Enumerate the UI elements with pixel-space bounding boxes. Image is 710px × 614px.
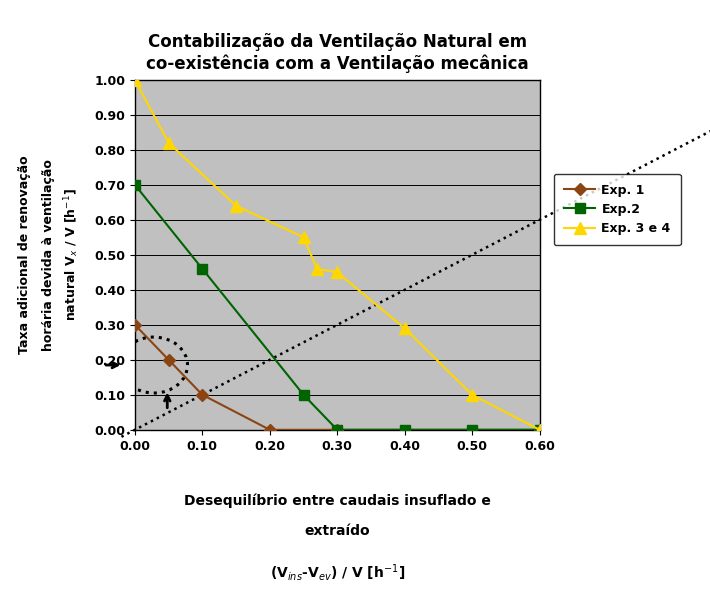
Line: Exp. 3 e 4: Exp. 3 e 4 — [129, 74, 545, 435]
Line: Exp.2: Exp.2 — [130, 180, 545, 435]
Exp. 3 e 4 — [231, 202, 240, 209]
Text: horária devida à ventilação: horária devida à ventilação — [42, 159, 55, 351]
Exp. 1 — [333, 426, 342, 433]
Exp. 3 e 4 — [300, 234, 308, 241]
Exp.2 — [400, 426, 409, 433]
Exp. 3 e 4 — [468, 391, 476, 398]
Text: natural V$_x$ / V [h$^{-1}$]: natural V$_x$ / V [h$^{-1}$] — [62, 188, 81, 321]
Line: Exp. 1: Exp. 1 — [131, 321, 544, 434]
Legend: Exp. 1, Exp.2, Exp. 3 e 4: Exp. 1, Exp.2, Exp. 3 e 4 — [554, 174, 681, 245]
Exp. 1 — [198, 391, 207, 398]
Exp. 1 — [131, 321, 139, 328]
Exp.2 — [300, 391, 308, 398]
Exp. 1 — [266, 426, 274, 433]
Exp.2 — [333, 426, 342, 433]
Text: Taxa adicional de renovação: Taxa adicional de renovação — [18, 155, 31, 354]
Exp. 1 — [165, 356, 173, 363]
Exp.2 — [131, 181, 139, 188]
Text: Desequilíbrio entre caudais insuflado e: Desequilíbrio entre caudais insuflado e — [184, 493, 491, 508]
Exp.2 — [535, 426, 544, 433]
Exp. 3 e 4 — [131, 76, 139, 84]
Title: Contabilização da Ventilação Natural em
co-existência com a Ventilação mecânica: Contabilização da Ventilação Natural em … — [146, 33, 528, 72]
Text: (V$_{ins}$-V$_{ev}$) / V [h$^{-1}$]: (V$_{ins}$-V$_{ev}$) / V [h$^{-1}$] — [270, 562, 405, 583]
Exp.2 — [198, 265, 207, 273]
Exp. 3 e 4 — [165, 139, 173, 147]
Exp. 3 e 4 — [535, 426, 544, 433]
Text: extraído: extraído — [305, 524, 370, 538]
Exp.2 — [468, 426, 476, 433]
Exp. 3 e 4 — [333, 269, 342, 276]
Exp. 3 e 4 — [400, 325, 409, 332]
Exp. 1 — [535, 426, 544, 433]
Exp. 3 e 4 — [313, 265, 322, 273]
